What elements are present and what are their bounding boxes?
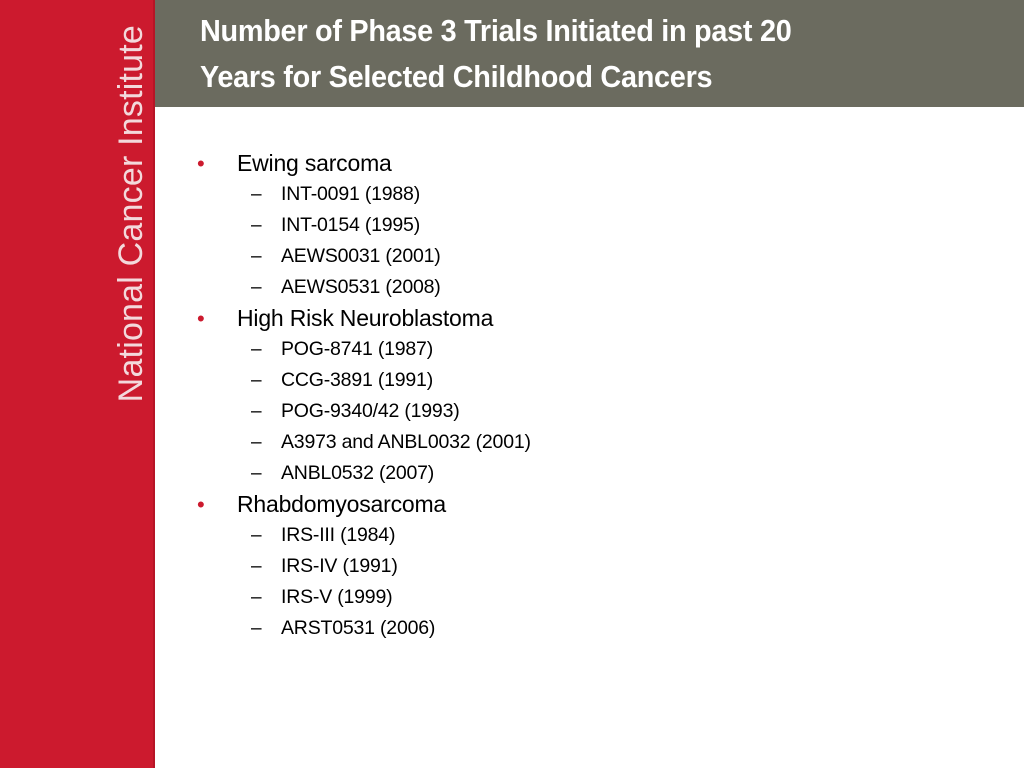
dash-icon: – — [251, 401, 262, 422]
dash-icon: – — [251, 463, 262, 484]
bullet-icon: • — [197, 492, 205, 517]
trial-name: INT-0091 (1988) — [281, 183, 420, 205]
trial-name: CCG-3891 (1991) — [281, 369, 433, 391]
dash-icon: – — [251, 370, 262, 391]
cancer-name: Rhabdomyosarcoma — [237, 491, 447, 517]
trial-item: – POG-9340/42 (1993) — [237, 396, 997, 427]
dash-icon: – — [251, 215, 262, 236]
slide-header: Number of Phase 3 Trials Initiated in pa… — [155, 0, 1024, 107]
trial-list: – POG-8741 (1987) – CCG-3891 (1991) – POG-9… — [237, 334, 997, 489]
trial-item: – A3973 and ANBL0032 (2001) — [237, 427, 997, 458]
trial-item: – AEWS0531 (2008) — [237, 272, 997, 303]
cancer-item-high-risk-neuroblastoma: • High Risk Neuroblastoma – POG-8741 (198… — [197, 303, 997, 489]
dash-icon: – — [251, 618, 262, 639]
cancer-list: • Ewing sarcoma – INT-0091 (1988) – INT-01… — [197, 148, 997, 644]
trial-item: – IRS-V (1999) — [237, 582, 997, 613]
trial-name: IRS-IV (1991) — [281, 555, 398, 577]
trial-item: – IRS-III (1984) — [237, 520, 997, 551]
bullet-icon: • — [197, 151, 205, 176]
dash-icon: – — [251, 277, 262, 298]
dash-icon: – — [251, 587, 262, 608]
trial-item: – CCG-3891 (1991) — [237, 365, 997, 396]
sidebar: National Cancer Institute — [0, 0, 155, 768]
trial-item: – INT-0154 (1995) — [237, 210, 997, 241]
dash-icon: – — [251, 525, 262, 546]
dash-icon: – — [251, 246, 262, 267]
trial-name: A3973 and ANBL0032 (2001) — [281, 431, 531, 453]
cancer-item-ewing-sarcoma: • Ewing sarcoma – INT-0091 (1988) – INT-01… — [197, 148, 997, 303]
trial-name: AEWS0531 (2008) — [281, 276, 441, 298]
cancer-name: High Risk Neuroblastoma — [237, 305, 494, 331]
trial-item: – AEWS0031 (2001) — [237, 241, 997, 272]
sidebar-divider — [153, 0, 155, 768]
dash-icon: – — [251, 184, 262, 205]
trial-item: – INT-0091 (1988) — [237, 179, 997, 210]
slide-title: Number of Phase 3 Trials Initiated in pa… — [200, 8, 792, 100]
slide-content: • Ewing sarcoma – INT-0091 (1988) – INT-01… — [197, 148, 997, 644]
slide-title-line-2: Years for Selected Childhood Cancers — [200, 59, 713, 94]
brand-logotype: National Cancer Institute — [112, 25, 150, 403]
trial-name: IRS-V (1999) — [281, 586, 393, 608]
trial-name: INT-0154 (1995) — [281, 214, 420, 236]
trial-name: POG-9340/42 (1993) — [281, 400, 460, 422]
trial-item: – ARST0531 (2006) — [237, 613, 997, 644]
bullet-icon: • — [197, 306, 205, 331]
slide-title-line-1: Number of Phase 3 Trials Initiated in pa… — [200, 13, 792, 48]
trial-item: – IRS-IV (1991) — [237, 551, 997, 582]
cancer-name: Ewing sarcoma — [237, 150, 392, 176]
trial-list: – IRS-III (1984) – IRS-IV (1991) – IRS-V (1… — [237, 520, 997, 644]
trial-name: ARST0531 (2006) — [281, 617, 436, 639]
trial-name: POG-8741 (1987) — [281, 338, 434, 360]
trial-name: AEWS0031 (2001) — [281, 245, 441, 267]
trial-list: – INT-0091 (1988) – INT-0154 (1995) – AEWS0… — [237, 179, 997, 303]
trial-item: – POG-8741 (1987) — [237, 334, 997, 365]
cancer-item-rhabdomyosarcoma: • Rhabdomyosarcoma – IRS-III (1984) – IRS-… — [197, 489, 997, 644]
trial-item: – ANBL0532 (2007) — [237, 458, 997, 489]
dash-icon: – — [251, 339, 262, 360]
dash-icon: – — [251, 432, 262, 453]
dash-icon: – — [251, 556, 262, 577]
trial-name: IRS-III (1984) — [281, 524, 396, 546]
trial-name: ANBL0532 (2007) — [281, 462, 435, 484]
